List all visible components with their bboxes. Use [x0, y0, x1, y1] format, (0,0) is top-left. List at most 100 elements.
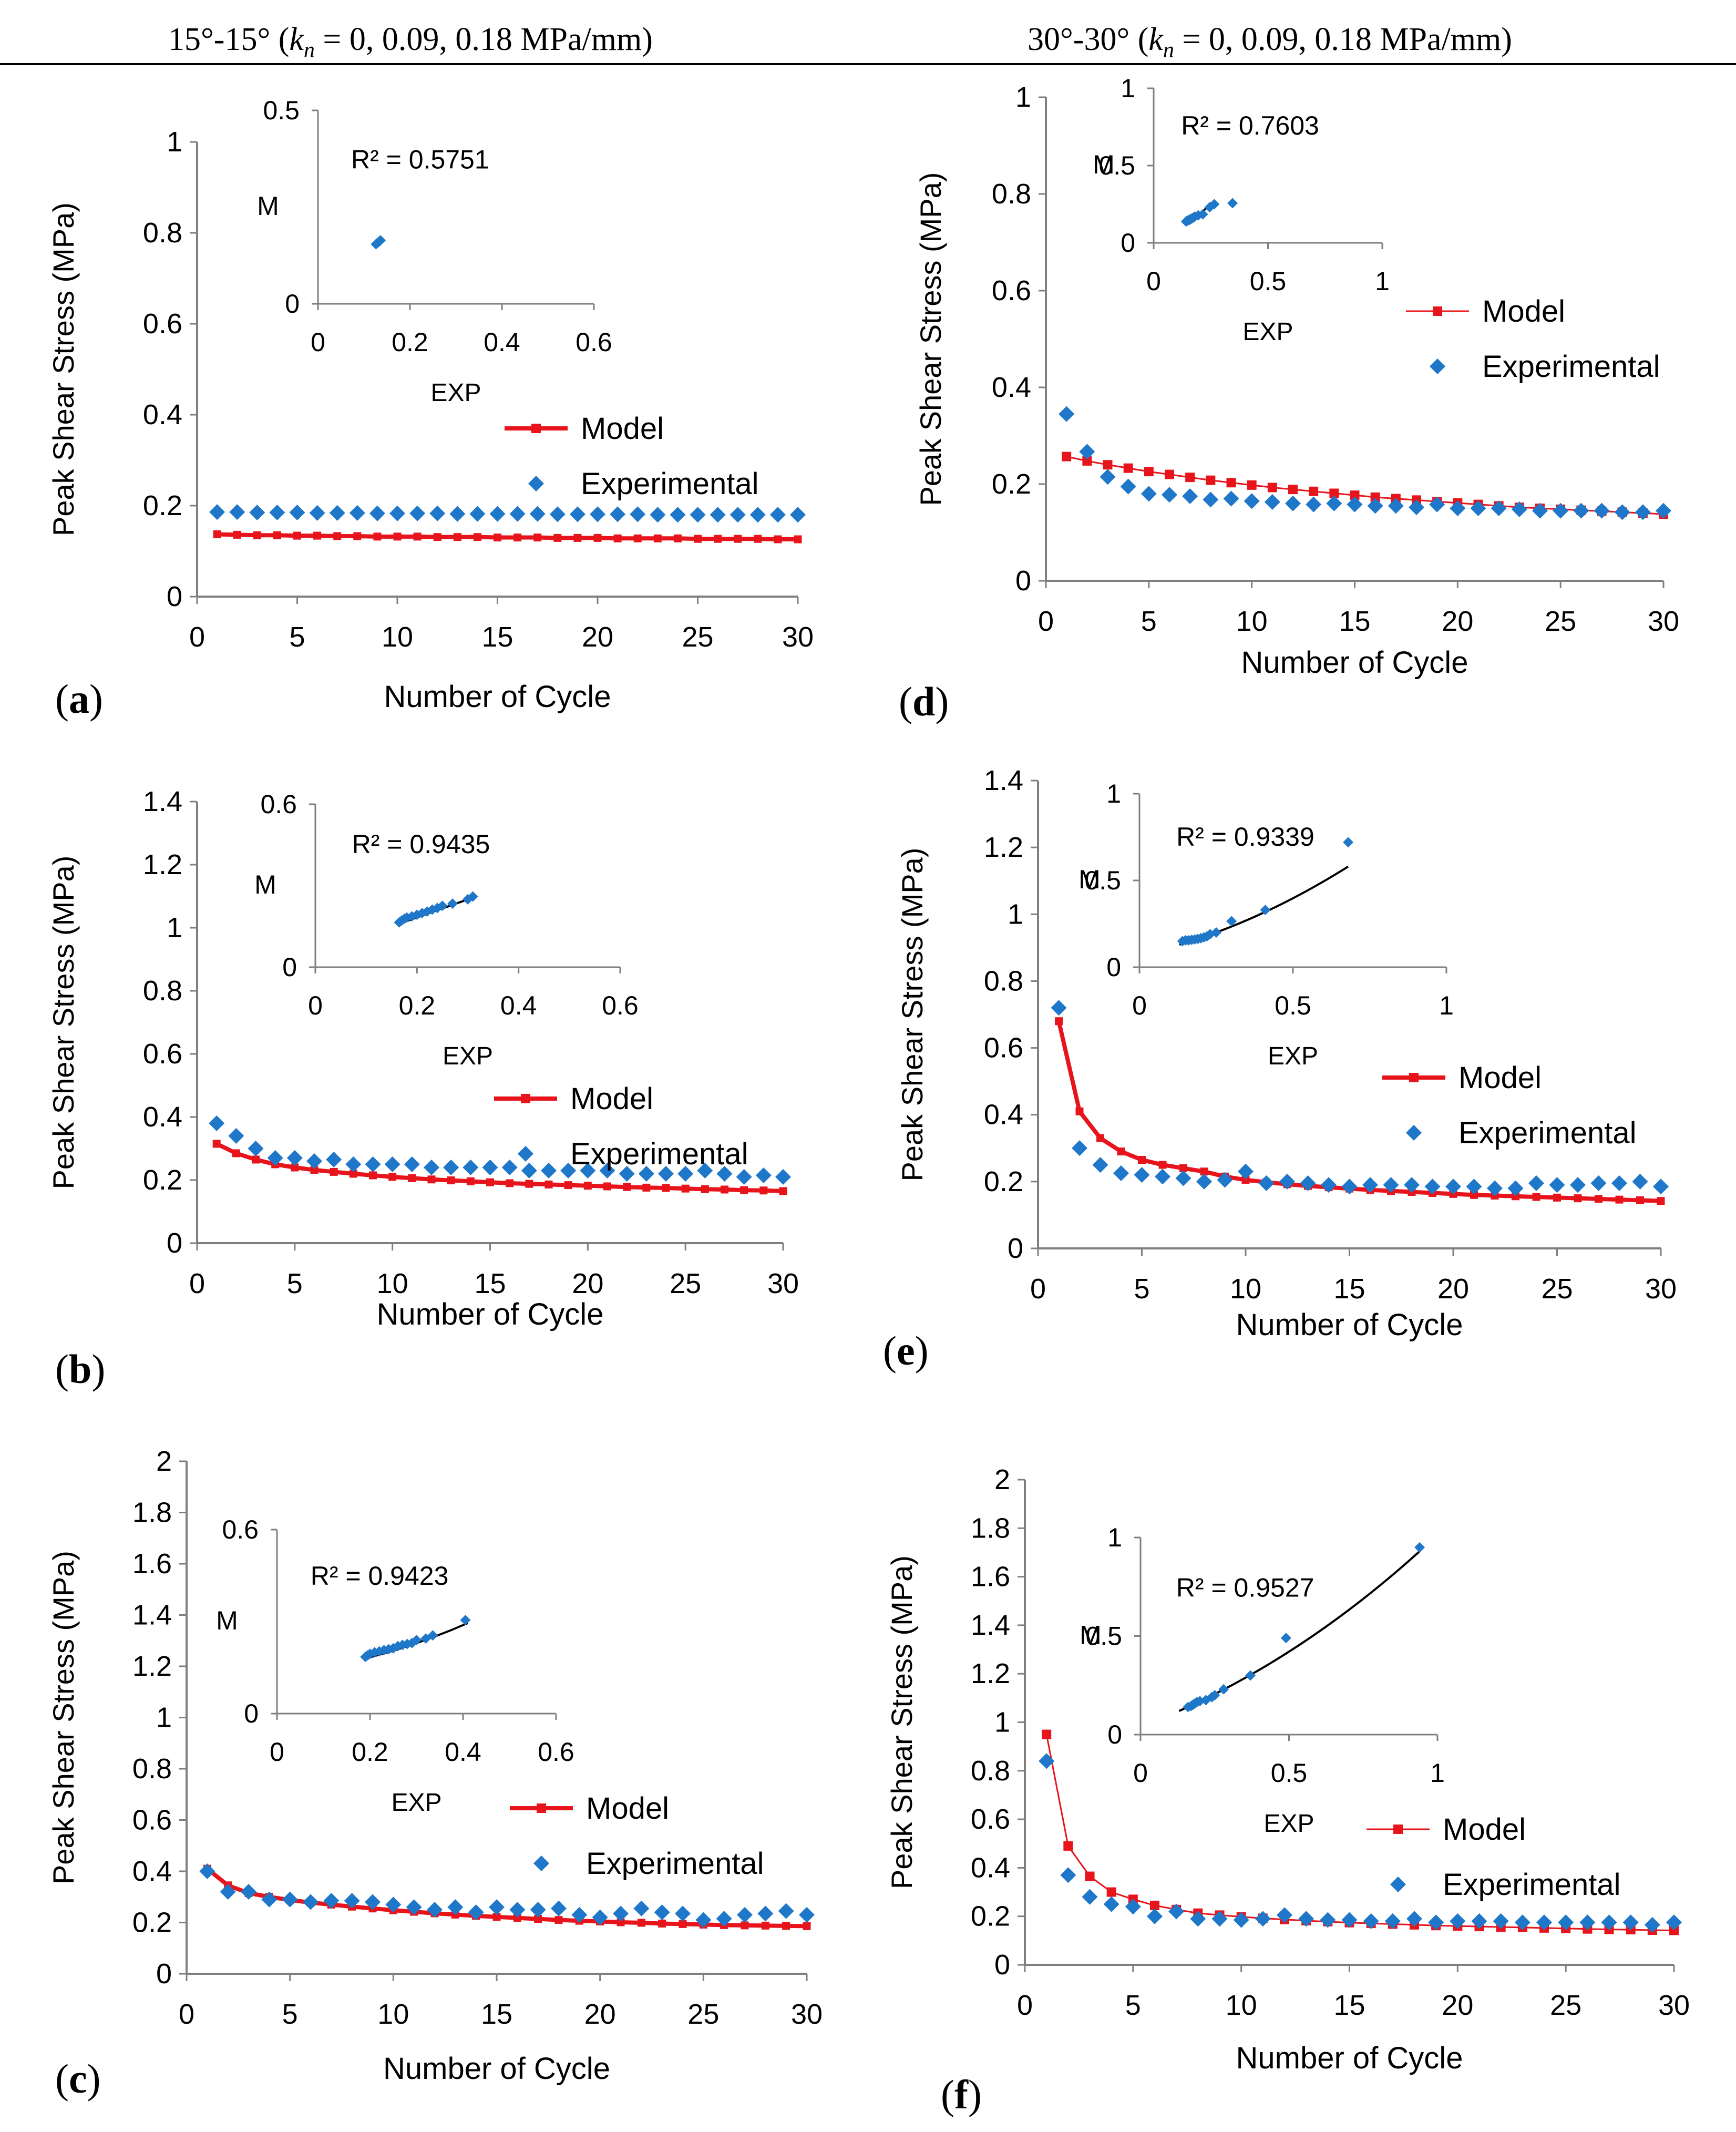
panel-f-experimental-point [1125, 1899, 1141, 1915]
panel-d-inset-x-tick-label: 1 [1375, 266, 1390, 296]
panel-b-experimental-point [560, 1163, 577, 1178]
panel-e-inset-point [1260, 905, 1271, 916]
header-left-rest: = 0, 0.09, 0.18 MPa/mm) [314, 22, 653, 57]
panel-a-inset-x-tick-label: 0 [311, 327, 325, 357]
panel-a-y-tick-label: 0.8 [143, 217, 182, 249]
panel-f-experimental-point [1277, 1907, 1292, 1923]
panel-c-inset-point [411, 1635, 422, 1645]
panel-a-model-point [393, 532, 402, 541]
panel-a-x-tick-label: 15 [481, 621, 513, 653]
panel-c-experimental-point [241, 1884, 256, 1900]
panel-f-inset-x-tick-label: 0 [1133, 1758, 1148, 1788]
panel-e-y-tick-label: 1.2 [984, 832, 1023, 863]
panel-c-experimental-point [716, 1911, 732, 1927]
panel-b-legend-model-label: Model [570, 1082, 653, 1116]
panel-e-model-point [1595, 1195, 1603, 1203]
panel-a-experimental-point [749, 507, 766, 523]
panel-b-experimental-point [404, 1156, 420, 1172]
panel-c-y-tick-label: 0.6 [132, 1805, 172, 1836]
panel-f-experimental-point [1384, 1913, 1401, 1929]
panel-a-model-point [754, 535, 762, 543]
panel-e-model-point [1138, 1156, 1146, 1164]
panel-b-model-point [623, 1183, 631, 1191]
panel-c-x-tick-label: 15 [481, 1998, 512, 2030]
panel-a-experimental-point [610, 506, 626, 522]
panel-c-inset-point [460, 1615, 471, 1626]
panel-f-y-tick-label: 0 [994, 1949, 1010, 1981]
panel-e-model-point [1117, 1147, 1125, 1156]
panel-label-b: (b) [55, 1346, 106, 1392]
panel-d-y-tick-label: 0.2 [992, 468, 1031, 500]
panel-d-experimental-point [1656, 503, 1671, 519]
panel-e-model-point [1200, 1167, 1208, 1176]
panel-a-y-tick-label: 0.2 [143, 490, 182, 521]
panel-e-experimental-point [1279, 1173, 1295, 1190]
panel-d-model-point [1247, 480, 1257, 490]
panel-b-experimental-point [286, 1150, 303, 1166]
panel-d-experimental-point [1511, 501, 1527, 517]
panel-c-x-tick-label: 25 [687, 1998, 719, 2030]
panel-b-model-point [564, 1181, 572, 1190]
panel-f-y-tick-label: 1.8 [971, 1512, 1010, 1544]
panel-d-model-point [1165, 469, 1174, 479]
panel-d-experimental-point [1285, 495, 1301, 511]
panel-e-experimental-point [1238, 1163, 1254, 1180]
panel-d-model-point [1185, 473, 1195, 483]
panel-a-experimental-point [489, 506, 506, 522]
header-left-k: k [289, 22, 304, 57]
panel-d-legend-experimental-label: Experimental [1482, 350, 1660, 384]
panel-b-experimental-point [521, 1163, 537, 1178]
panel-d-experimental-point [1326, 495, 1342, 511]
panel-a-y-tick-label: 0.4 [143, 399, 182, 430]
panel-c-y-tick-label: 1.2 [132, 1651, 172, 1682]
panel-d-inset-x-title: EXP [1242, 318, 1293, 346]
panel-d-legend-model-label: Model [1482, 294, 1565, 329]
panel-c-x-tick-label: 5 [282, 1998, 298, 2030]
panel-b-experimental-point [443, 1160, 459, 1175]
panel-d-experimental-point [1429, 496, 1445, 512]
panel-e-x-tick-label: 10 [1230, 1273, 1261, 1305]
panel-f-inset-point [1209, 1690, 1220, 1700]
panel-c-x-tick-label: 10 [377, 1998, 409, 2030]
panel-a-model-point [373, 532, 382, 541]
panel-f-x-tick-label: 0 [1017, 1990, 1033, 2021]
panel-a-model-point [353, 532, 362, 540]
panel-d-legend-model-marker [1433, 306, 1442, 316]
panel-f-model-point [1106, 1887, 1116, 1897]
panel-a-experimental-point [269, 504, 285, 520]
panel-c-experimental-point [551, 1900, 567, 1916]
panel-b-x-tick-label: 30 [767, 1268, 799, 1299]
panel-e-experimental-point [1300, 1175, 1316, 1192]
panel-a-model-point [433, 533, 441, 541]
panel-c-inset-x-title: EXP [391, 1789, 441, 1817]
panel-b-model-point [721, 1185, 728, 1194]
panel-b-experimental-point [248, 1141, 264, 1156]
panel-f-y-tick-label: 1 [994, 1707, 1010, 1738]
panel-d-inset-point [1209, 199, 1220, 210]
panel-a-experimental-point [329, 505, 345, 521]
panel-a-experimental-point [229, 504, 245, 520]
panel-f-experimental-point [1644, 1916, 1660, 1933]
panel-e-model-point [1532, 1193, 1540, 1201]
panel-d-x-tick-label: 30 [1648, 606, 1679, 637]
panel-f-y-tick-label: 2 [994, 1464, 1010, 1495]
panel-a-experimental-point [650, 507, 666, 523]
panel-c-model-point [741, 1921, 749, 1930]
panel-b-experimental-point [209, 1115, 225, 1131]
header-left: 15°-15° (kn = 0, 0.09, 0.18 MPa/mm) [168, 22, 653, 63]
panel-c-inset-r2-label: R² = 0.9423 [311, 1561, 449, 1591]
panel-b-model-point [740, 1186, 748, 1194]
panel-d-experimental-point [1367, 498, 1383, 514]
panel-b-inset-r2-label: R² = 0.9435 [352, 829, 490, 859]
panel-b-y-axis-title: Peak Shear Stress (MPa) [47, 856, 80, 1190]
panel-e-inset-x-tick-label: 1 [1439, 991, 1454, 1020]
header-right: 30°-30° (kn = 0, 0.09, 0.18 MPa/mm) [1028, 22, 1512, 63]
panel-f-experimental-point [1406, 1911, 1422, 1927]
panel-c-experimental-point [365, 1894, 381, 1910]
panel-d-experimental-point [1347, 496, 1363, 512]
panel-d-x-tick-label: 25 [1545, 606, 1576, 637]
panel-b-y-tick-label: 0.4 [143, 1101, 182, 1133]
header-right-rest: = 0, 0.09, 0.18 MPa/mm) [1174, 22, 1512, 57]
panel-f-model-point [1085, 1871, 1095, 1881]
panel-e-x-tick-label: 30 [1645, 1273, 1677, 1305]
